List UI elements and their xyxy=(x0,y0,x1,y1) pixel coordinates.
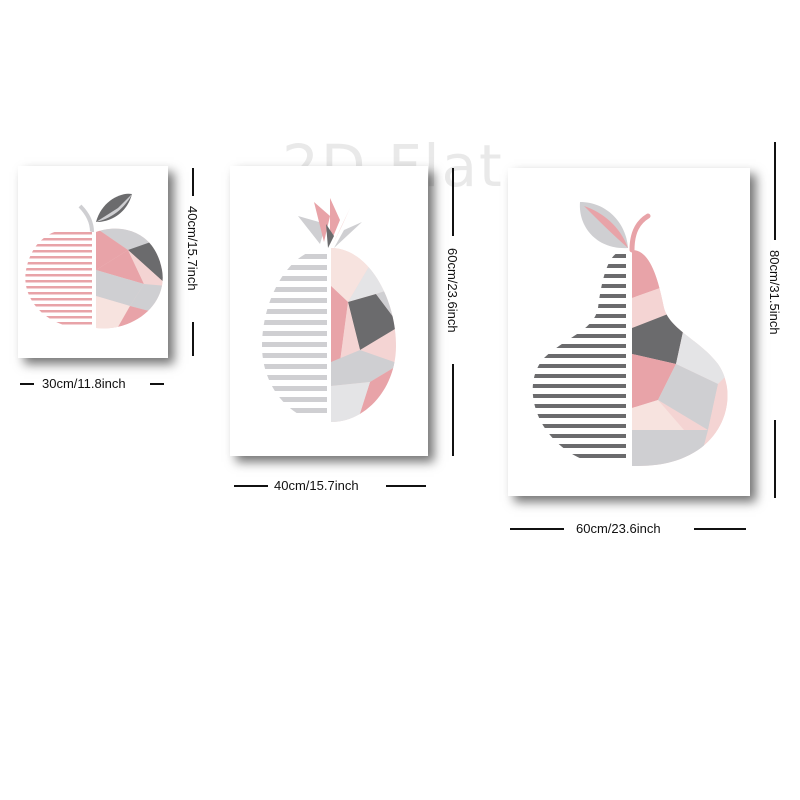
pineapple-width-line-right xyxy=(386,485,426,487)
pear-width-line-right xyxy=(694,528,746,530)
pear-artwork xyxy=(532,202,728,466)
pineapple-height-line-top xyxy=(452,168,454,236)
pear-height-label: 80cm/31.5inch xyxy=(767,250,782,335)
apple-artwork xyxy=(25,193,163,329)
apple-width-line-left xyxy=(20,383,34,385)
pineapple-height-line-bottom xyxy=(452,364,454,456)
pear-height-line-bottom xyxy=(774,420,776,498)
pineapple-poster xyxy=(230,166,428,456)
apple-width-line-right xyxy=(150,383,164,385)
apple-height-line-top xyxy=(192,168,194,196)
pineapple-width-line-left xyxy=(234,485,268,487)
pineapple-height-label: 60cm/23.6inch xyxy=(445,248,460,333)
apple-poster xyxy=(18,166,168,358)
pear-height-line-top xyxy=(774,142,776,240)
pear-width-label: 60cm/23.6inch xyxy=(576,521,661,536)
apple-width-label: 30cm/11.8inch xyxy=(42,376,126,391)
pear-poster xyxy=(508,168,750,496)
pear-width-line-left xyxy=(510,528,564,530)
apple-height-line-bottom xyxy=(192,322,194,356)
apple-height-label: 40cm/15.7inch xyxy=(185,206,200,291)
pineapple-artwork xyxy=(262,198,396,422)
pineapple-width-label: 40cm/15.7inch xyxy=(274,478,359,493)
